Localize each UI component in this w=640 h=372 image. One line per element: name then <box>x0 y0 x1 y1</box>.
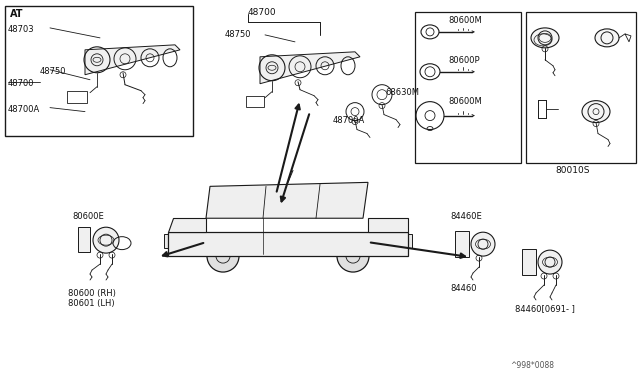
Text: 48750: 48750 <box>40 67 67 76</box>
Ellipse shape <box>531 28 559 48</box>
Circle shape <box>93 227 119 253</box>
Text: 84460[0691- ]: 84460[0691- ] <box>515 304 575 313</box>
Text: 84460E: 84460E <box>450 212 482 221</box>
Text: 80600M: 80600M <box>448 16 482 25</box>
Ellipse shape <box>582 101 610 122</box>
Bar <box>164 234 172 248</box>
Circle shape <box>538 250 562 274</box>
Circle shape <box>207 240 239 272</box>
Text: 80010S: 80010S <box>555 166 589 176</box>
Bar <box>246 96 264 107</box>
Text: ^998*0088: ^998*0088 <box>510 361 554 370</box>
Bar <box>404 234 412 248</box>
Circle shape <box>471 232 495 256</box>
Text: 48700A: 48700A <box>8 105 40 113</box>
Polygon shape <box>78 227 90 252</box>
Text: 48700: 48700 <box>248 8 276 17</box>
Text: 80600 (RH): 80600 (RH) <box>68 289 116 298</box>
Text: 80600P: 80600P <box>448 56 479 65</box>
Circle shape <box>337 240 369 272</box>
Polygon shape <box>455 231 469 257</box>
Text: 80601 (LH): 80601 (LH) <box>68 299 115 308</box>
Polygon shape <box>168 218 206 232</box>
Polygon shape <box>368 218 408 232</box>
Text: 80600E: 80600E <box>72 212 104 221</box>
Text: 48703: 48703 <box>8 25 35 34</box>
Bar <box>5 6 193 135</box>
Polygon shape <box>85 45 180 75</box>
Bar <box>67 91 87 103</box>
Polygon shape <box>260 52 360 84</box>
Text: 48700: 48700 <box>8 79 35 88</box>
Text: AT: AT <box>10 9 24 19</box>
Text: 80600M: 80600M <box>448 97 482 106</box>
Text: 48700A: 48700A <box>333 116 365 125</box>
Text: 48750: 48750 <box>225 30 252 39</box>
Ellipse shape <box>595 29 619 47</box>
Bar <box>415 12 521 163</box>
Text: 84460: 84460 <box>450 284 477 293</box>
Polygon shape <box>206 182 368 218</box>
Bar <box>526 12 636 163</box>
Polygon shape <box>168 232 408 256</box>
Text: 68630M: 68630M <box>385 88 419 97</box>
Polygon shape <box>522 249 536 275</box>
